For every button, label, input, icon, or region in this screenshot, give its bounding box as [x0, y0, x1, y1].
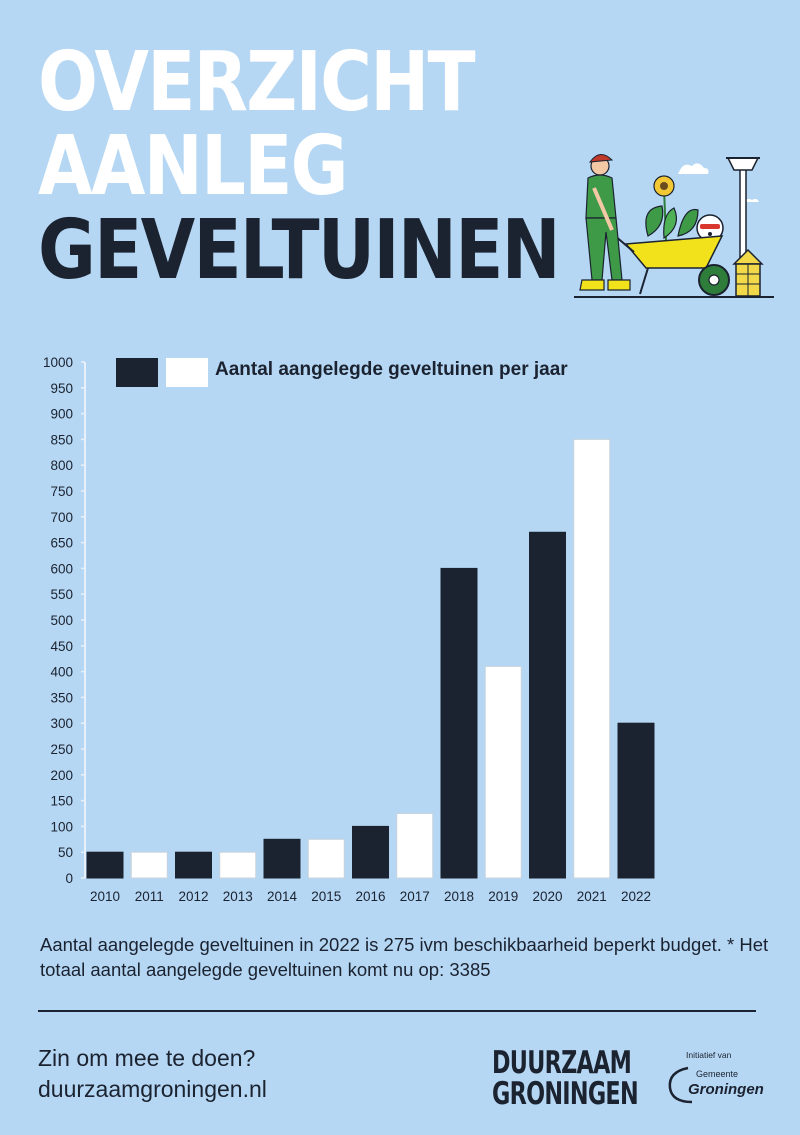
legend-swatch-dark — [116, 358, 158, 387]
bar-2017 — [396, 813, 434, 879]
y-tick-label: 800 — [50, 458, 73, 473]
y-axis: 0 50 100 150 200 250 300 350 400 450 500 550 600 650 7… — [43, 355, 86, 886]
x-tick-label-2020: 2020 — [532, 889, 562, 904]
website-link[interactable]: duurzaamgroningen.nl — [38, 1076, 267, 1102]
bar-2013 — [219, 851, 257, 879]
bar-2019 — [484, 665, 522, 879]
divider — [38, 1010, 756, 1012]
y-tick-label: 500 — [50, 613, 73, 628]
y-tick-label: 150 — [50, 794, 73, 809]
footnote: Aantal aangelegde geveltuinen in 2022 is… — [40, 934, 769, 980]
x-tick-label-2015: 2015 — [311, 889, 341, 904]
x-tick-label-2022: 2022 — [621, 889, 651, 904]
duurzaam-groningen-logo-line-1: DUURZAAM — [492, 1045, 632, 1081]
bar-2016 — [352, 825, 389, 879]
y-tick-label: 600 — [50, 561, 73, 576]
x-tick-label-2016: 2016 — [355, 889, 385, 904]
duurzaam-groningen-logo-line-2: GRONINGEN — [492, 1076, 639, 1112]
y-tick-label: 900 — [50, 407, 73, 422]
bars — [86, 438, 655, 879]
y-tick-label: 750 — [50, 484, 73, 499]
y-tick-label: 250 — [50, 742, 73, 757]
bar-2022 — [617, 722, 655, 879]
bar-2020 — [529, 531, 566, 879]
gemeente-small-text: Gemeente — [696, 1069, 738, 1079]
y-tick-label: 950 — [50, 381, 73, 396]
y-tick-label: 300 — [50, 716, 73, 731]
x-tick-label-2014: 2014 — [267, 889, 298, 904]
x-tick-label-2011: 2011 — [135, 889, 164, 904]
x-tick-label-2010: 2010 — [90, 889, 120, 904]
legend: Aantal aangelegde geveltuinen per jaar — [116, 358, 568, 387]
bar-2021 — [573, 438, 611, 879]
y-tick-label: 50 — [58, 845, 73, 860]
y-tick-label: 550 — [50, 587, 73, 602]
bar-2014 — [263, 838, 301, 879]
title-line-2: AANLEG — [38, 119, 349, 214]
bar-2010 — [86, 851, 124, 879]
x-tick-label-2021: 2021 — [577, 889, 607, 904]
y-tick-label: 400 — [50, 665, 73, 680]
cta-question: Zin om mee te doen? — [38, 1045, 256, 1071]
y-tick-label: 1000 — [43, 355, 73, 370]
y-tick-label: 200 — [50, 768, 73, 783]
initiatief-label: Initiatief van — [686, 1050, 732, 1060]
x-tick-label-2012: 2012 — [178, 889, 208, 904]
gemeente-groningen-logo: Gemeente Groningen — [668, 1066, 764, 1104]
y-tick-label: 700 — [50, 510, 73, 525]
x-axis: 2010 2011 2012 2013 2014 2015 2016 2017 2018 2019… — [90, 889, 651, 904]
bar-2012 — [175, 851, 212, 879]
x-tick-label-2017: 2017 — [400, 889, 430, 904]
x-tick-label-2019: 2019 — [488, 889, 518, 904]
bar-2018 — [440, 567, 478, 879]
y-tick-label: 450 — [50, 639, 73, 654]
y-tick-label: 100 — [50, 819, 73, 834]
gemeente-big-text: Groningen — [688, 1081, 764, 1098]
y-tick-label: 0 — [65, 871, 73, 886]
bar-2011 — [130, 851, 168, 879]
title-line-1: OVERZICHT — [38, 35, 476, 130]
bar-chart: 0 50 100 150 200 250 300 350 400 450 500 550 600 650 7… — [43, 355, 655, 904]
y-tick-label: 350 — [50, 690, 73, 705]
x-tick-label-2018: 2018 — [444, 889, 474, 904]
y-tick-label: 850 — [50, 432, 73, 447]
x-tick-label-2013: 2013 — [223, 889, 253, 904]
y-tick-label: 650 — [50, 536, 73, 551]
legend-label: Aantal aangelegde geveltuinen per jaar — [215, 359, 568, 380]
bar-2015 — [307, 838, 345, 879]
title-line-3: GEVELTUINEN — [38, 203, 561, 298]
gardener-with-wheelbarrow-icon — [574, 154, 774, 298]
legend-swatch-light — [166, 358, 208, 387]
